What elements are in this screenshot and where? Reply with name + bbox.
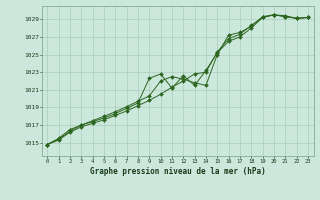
X-axis label: Graphe pression niveau de la mer (hPa): Graphe pression niveau de la mer (hPa): [90, 167, 266, 176]
